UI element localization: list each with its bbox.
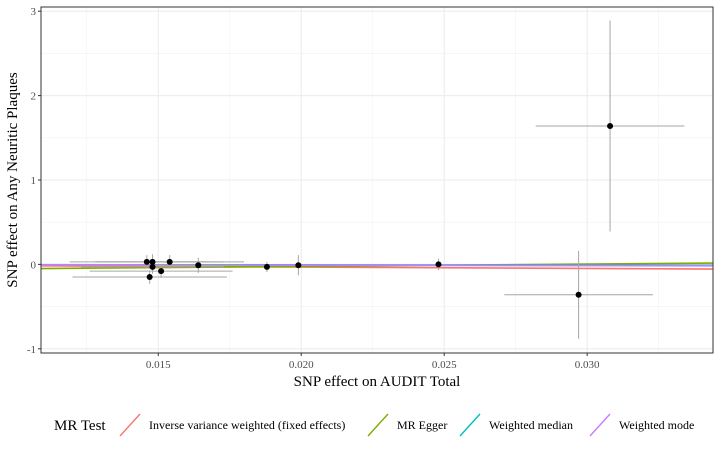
data-point [146, 274, 153, 281]
data-point [149, 263, 156, 270]
x-tick-label: 0.025 [432, 359, 457, 371]
x-tick-label: 0.030 [575, 359, 600, 371]
y-tick-label: 1 [31, 175, 37, 187]
data-point [166, 258, 173, 265]
legend-key [589, 413, 611, 437]
legend-label: Weighted mode [619, 418, 694, 432]
data-point [263, 263, 270, 270]
y-axis-ticks: -1 0 1 2 3 [27, 6, 41, 356]
regression-line [40, 264, 714, 267]
y-tick-label: 0 [31, 259, 37, 271]
data-point [158, 268, 165, 275]
y-axis-title: SNP effect on Any Neuritic Plaques [5, 72, 21, 288]
data-point [149, 258, 156, 265]
legend-title: MR Test [54, 418, 106, 434]
y-tick-label: 2 [31, 91, 37, 103]
data-point [295, 262, 302, 269]
legend-key [367, 413, 389, 437]
grid-lines [41, 7, 713, 353]
data-point [435, 261, 442, 268]
x-axis-title: SNP effect on AUDIT Total [294, 374, 461, 390]
legend-label: Weighted median [489, 418, 573, 432]
x-tick-label: 0.015 [146, 359, 171, 371]
x-axis-ticks: 0.015 0.020 0.025 0.030 [146, 353, 600, 371]
data-point [575, 291, 582, 298]
legend-label: MR Egger [397, 418, 447, 432]
data-points [143, 122, 614, 298]
legend-key [459, 413, 481, 437]
legend: MR Test Inverse variance weighted (fixed… [54, 413, 694, 437]
data-point [195, 262, 202, 269]
y-tick-label: -1 [27, 344, 36, 356]
data-point [607, 122, 614, 129]
legend-key [119, 413, 141, 437]
data-point [143, 258, 150, 265]
legend-label: Inverse variance weighted (fixed effects… [149, 418, 345, 432]
x-tick-label: 0.020 [289, 359, 314, 371]
y-tick-label: 3 [31, 6, 37, 18]
